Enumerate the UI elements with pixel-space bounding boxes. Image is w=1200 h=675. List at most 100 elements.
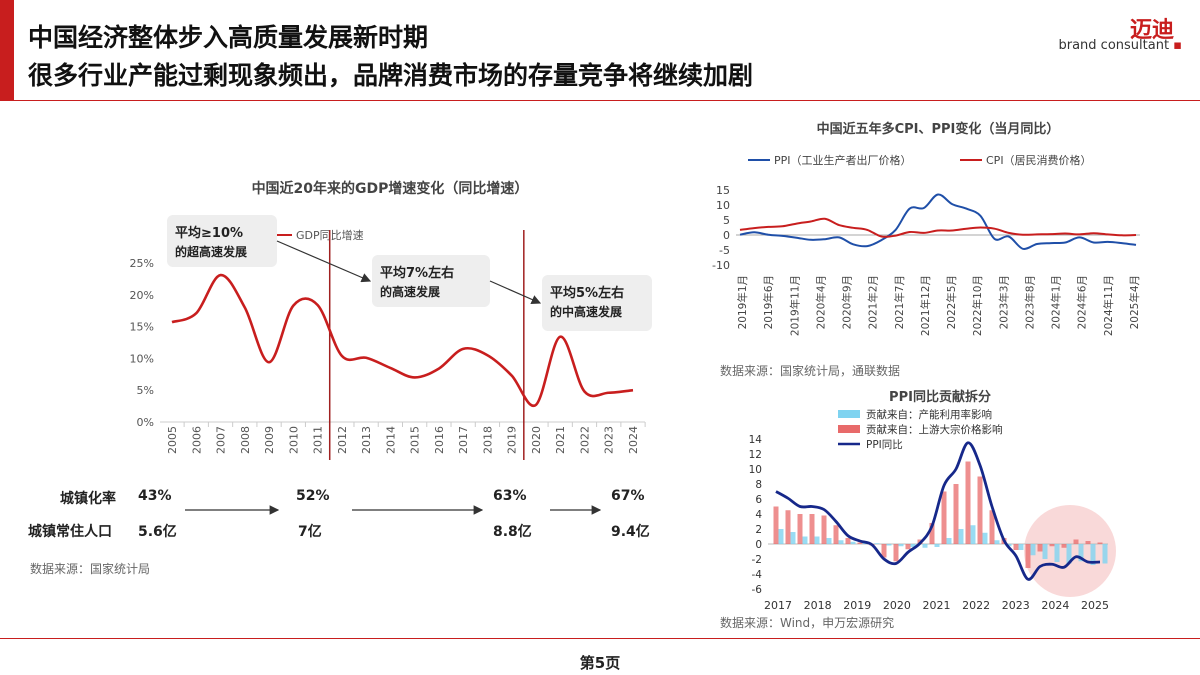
ppi-ytick-label: 14 bbox=[749, 434, 763, 446]
ppi-upstream-bar bbox=[1085, 541, 1091, 544]
gdp-xtick-label: 2007 bbox=[215, 426, 228, 454]
gdp-xtick-label: 2014 bbox=[384, 426, 397, 454]
urbanization-rate-2005: 43% bbox=[138, 488, 172, 504]
ppi-capacity-bar bbox=[1102, 544, 1108, 564]
gdp-xtick-label: 2008 bbox=[239, 426, 252, 454]
ppi-ytick-label: 8 bbox=[755, 479, 762, 491]
ppi-xtick-label: 2017 bbox=[764, 599, 792, 612]
urbanization-rate-2012: 52% bbox=[296, 488, 330, 504]
cpi-xtick-label: 2019年6月 bbox=[762, 275, 775, 329]
ppi-upstream-bar bbox=[893, 544, 899, 562]
ppi-upstream-bar bbox=[977, 476, 983, 544]
ppi-legend-label: PPI同比 bbox=[866, 438, 903, 451]
gdp-ytick-label: 0% bbox=[137, 416, 154, 429]
footer-divider bbox=[0, 638, 1200, 639]
gdp-ytick-label: 20% bbox=[130, 289, 154, 302]
cpi-xtick-label: 2023年8月 bbox=[1023, 275, 1036, 329]
gdp-callout-box bbox=[372, 255, 490, 307]
ppi-upstream-bar bbox=[797, 514, 803, 544]
ppi-capacity-bar bbox=[1090, 544, 1096, 565]
gdp-xtick-label: 2010 bbox=[287, 426, 300, 454]
gdp-xtick-label: 2020 bbox=[530, 426, 543, 454]
ppi-capacity-bar bbox=[1054, 544, 1060, 562]
title-line2: 很多行业产能过剩现象频出，品牌消费市场的存量竞争将继续加剧 bbox=[28, 61, 754, 90]
ppi-capacity-bar bbox=[826, 538, 832, 544]
urban-population-2005: 5.6亿 bbox=[138, 524, 177, 540]
ppi-capacity-bar bbox=[910, 544, 916, 547]
gdp-ytick-label: 5% bbox=[137, 384, 154, 397]
cpi-legend-label: CPI（居民消费价格） bbox=[986, 153, 1092, 167]
cpi-xtick-label: 2022年5月 bbox=[945, 275, 958, 329]
ppi-capacity-bar bbox=[1066, 544, 1072, 564]
ppi-capacity-bar bbox=[850, 541, 856, 544]
ppi-legend-label: 贡献来自：上游大宗价格影响 bbox=[866, 423, 1003, 436]
ppi-ytick-label: 6 bbox=[755, 494, 762, 506]
logo-mark-icon: ▪ bbox=[1173, 38, 1182, 53]
ppi-upstream-bar bbox=[1037, 544, 1043, 552]
gdp-xtick-label: 2012 bbox=[336, 426, 349, 454]
gdp-callout-line1: 平均≥10% bbox=[175, 225, 243, 241]
gdp-xtick-label: 2023 bbox=[603, 426, 616, 454]
ppi-capacity-bar bbox=[934, 544, 940, 547]
cpi-legend-label: PPI（工业生产者出厂价格） bbox=[774, 153, 912, 167]
ppi-upstream-bar bbox=[1025, 544, 1031, 568]
gdp-chart: 中国近20年来的GDP增速变化（同比增速）GDP同比增速0%5%10%15%20… bbox=[130, 180, 652, 460]
gdp-xtick-label: 2011 bbox=[312, 426, 325, 454]
cpi-xtick-label: 2019年11月 bbox=[788, 275, 801, 336]
ppi-xtick-label: 2020 bbox=[883, 599, 911, 612]
ppi-upstream-bar bbox=[953, 484, 959, 544]
ppi-capacity-bar bbox=[778, 529, 784, 544]
gdp-xtick-label: 2013 bbox=[360, 426, 373, 454]
ppi-xtick-label: 2018 bbox=[804, 599, 832, 612]
ppi-chart-title: PPI同比贡献拆分 bbox=[889, 389, 991, 405]
gdp-callout-line2: 的高速发展 bbox=[380, 284, 440, 299]
ppi-capacity-bar bbox=[838, 540, 844, 544]
cpi-ytick-label: 10 bbox=[716, 199, 730, 212]
ppi-capacity-bar bbox=[1006, 544, 1012, 547]
cpi-xtick-label: 2022年10月 bbox=[971, 275, 984, 336]
ppi-ytick-label: 4 bbox=[755, 509, 762, 521]
ppi-upstream-bar bbox=[1073, 539, 1079, 544]
ppi-upstream-bar bbox=[773, 506, 779, 544]
ppi-upstream-bar bbox=[1013, 544, 1019, 550]
ppi-capacity-bar bbox=[886, 544, 892, 546]
ppi-upstream-bar bbox=[989, 510, 995, 544]
cpi-xtick-label: 2019年1月 bbox=[736, 275, 749, 329]
ppi-xtick-label: 2025 bbox=[1081, 599, 1109, 612]
logo-chinese: 迈迪 bbox=[1129, 18, 1174, 43]
ppi-capacity-bar bbox=[874, 543, 880, 544]
gdp-callout-arrow bbox=[276, 240, 372, 283]
ppi-upstream-bar bbox=[881, 544, 887, 558]
ppi-ytick-label: -6 bbox=[752, 584, 763, 596]
ppi-upstream-bar bbox=[929, 523, 935, 544]
urbanization-rate-2020: 63% bbox=[493, 488, 527, 504]
cpi-xtick-label: 2024年6月 bbox=[1076, 275, 1089, 329]
ppi-ytick-label: 12 bbox=[749, 449, 762, 461]
ppi-capacity-bar bbox=[946, 538, 952, 544]
cpi-xtick-label: 2021年7月 bbox=[893, 275, 906, 329]
ppi-capacity-bar bbox=[898, 544, 904, 547]
urbanization-rate-2024: 67% bbox=[611, 488, 645, 504]
gdp-xtick-label: 2015 bbox=[409, 426, 422, 454]
gdp-ytick-label: 25% bbox=[130, 257, 154, 270]
ppi-capacity-bar bbox=[1078, 544, 1084, 562]
gdp-xtick-label: 2021 bbox=[554, 426, 567, 454]
cpi-ppi-source: 数据来源：国家统计局，通联数据 bbox=[720, 364, 901, 378]
ppi-legend-swatch bbox=[838, 410, 860, 418]
gdp-xtick-label: 2018 bbox=[481, 426, 494, 454]
ppi-capacity-bar bbox=[994, 540, 1000, 544]
ppi-xtick-label: 2023 bbox=[1002, 599, 1030, 612]
gdp-callout-box bbox=[542, 275, 652, 331]
cpi-ytick-label: 5 bbox=[723, 214, 730, 227]
cpi-xtick-label: 2021年12月 bbox=[919, 275, 932, 336]
ppi-upstream-bar bbox=[857, 542, 863, 544]
cpi-xtick-label: 2024年11月 bbox=[1102, 275, 1115, 336]
ppi-series-line bbox=[739, 193, 1137, 250]
cpi-xtick-label: 2020年4月 bbox=[814, 275, 827, 329]
ppi-xtick-label: 2021 bbox=[923, 599, 951, 612]
header-divider bbox=[0, 100, 1200, 101]
ppi-legend-swatch bbox=[838, 425, 860, 433]
page-number: 第5页 bbox=[579, 654, 621, 672]
ppi-capacity-bar bbox=[1042, 544, 1048, 559]
